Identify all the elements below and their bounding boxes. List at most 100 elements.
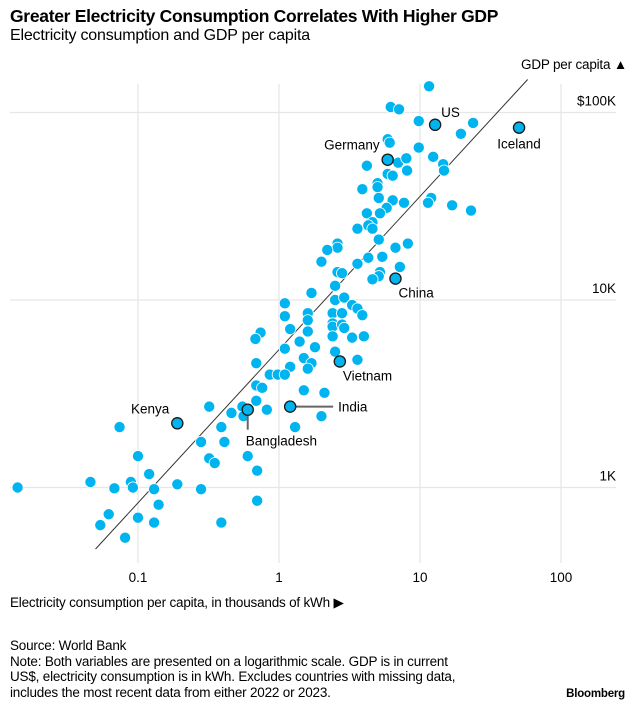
data-point: [131, 511, 144, 524]
data-point: [422, 196, 435, 209]
highlight-us: US: [428, 105, 460, 132]
highlighted-point: [283, 400, 297, 413]
data-point: [371, 181, 384, 194]
data-point: [346, 331, 359, 344]
data-point: [360, 207, 373, 220]
data-point: [260, 403, 273, 416]
data-point: [446, 199, 459, 212]
data-point: [301, 314, 314, 327]
data-point: [250, 357, 263, 370]
data-point: [195, 435, 208, 448]
highlighted-point: [389, 272, 402, 285]
data-point: [305, 286, 318, 299]
data-point: [249, 332, 262, 345]
data-point: [126, 481, 139, 494]
data-point: [301, 362, 314, 375]
data-point: [372, 233, 385, 246]
data-point: [94, 519, 107, 532]
highlight-india: India: [283, 400, 368, 415]
data-point: [301, 325, 314, 338]
data-point: [351, 353, 364, 366]
x-tick-label: 1: [275, 570, 283, 585]
country-label: Germany: [324, 138, 380, 153]
data-point: [278, 310, 291, 323]
highlighted-point: [381, 153, 394, 166]
data-point: [338, 321, 351, 334]
data-point: [331, 241, 344, 254]
data-point: [131, 450, 144, 463]
data-point: [171, 478, 184, 491]
chart-title: Greater Electricity Consumption Correlat…: [10, 6, 499, 26]
data-point: [351, 257, 364, 270]
data-point: [315, 410, 328, 423]
data-point: [84, 475, 97, 488]
data-point: [383, 136, 396, 149]
note-line: includes the most recent data from eithe…: [10, 684, 331, 700]
data-point: [321, 243, 334, 256]
highlighted-point: [512, 121, 526, 134]
footer-notes: Source: World Bank Note: Both variables …: [10, 638, 455, 700]
data-point: [400, 152, 413, 165]
data-point: [357, 330, 370, 343]
data-point: [351, 222, 364, 235]
gridlines: [10, 84, 616, 563]
data-point: [386, 169, 399, 182]
source-note: Source: World Bank: [10, 638, 127, 653]
data-point: [336, 267, 349, 280]
axis-ticks: 0.1 1 10 100 1K 10K $100K: [129, 94, 616, 586]
country-label: Iceland: [497, 137, 541, 152]
data-point: [465, 204, 478, 217]
highlight-kenya: Kenya: [131, 401, 184, 430]
data-point: [401, 237, 414, 250]
data-point: [393, 103, 406, 116]
data-point: [427, 150, 440, 163]
data-point: [102, 508, 115, 521]
data-point: [278, 297, 291, 310]
data-point: [293, 335, 306, 348]
country-label: Bangladesh: [246, 434, 317, 449]
note-line: Note: Both variables are presented on a …: [10, 653, 448, 669]
data-point: [241, 450, 254, 463]
y-tick-label: 10K: [592, 281, 616, 296]
country-label: India: [338, 400, 368, 415]
data-point: [308, 341, 321, 354]
data-point: [250, 394, 263, 407]
y-tick-label: 1K: [599, 469, 616, 484]
data-point: [143, 468, 156, 481]
highlighted-points-group: US Iceland Germany China Vietnam India Banglad…: [131, 105, 541, 449]
highlighted-point: [428, 118, 442, 132]
data-point: [401, 164, 414, 177]
data-point: [389, 241, 402, 254]
data-point: [108, 482, 121, 495]
data-point: [412, 141, 425, 154]
data-point: [148, 483, 161, 496]
data-point: [195, 483, 208, 496]
highlight-bangladesh: Bangladesh: [241, 403, 317, 449]
data-point: [397, 196, 410, 209]
chart-subtitle: Electricity consumption and GDP per capi…: [10, 27, 310, 44]
data-point: [329, 345, 342, 358]
country-label: Kenya: [131, 401, 170, 416]
data-point: [366, 273, 379, 286]
data-point: [11, 481, 24, 494]
data-point: [318, 386, 331, 399]
data-point: [256, 381, 269, 394]
data-point: [215, 421, 228, 434]
data-point: [315, 255, 328, 268]
country-label: US: [441, 105, 460, 120]
data-point: [289, 421, 302, 434]
y-axis-title: GDP per capita ▲: [521, 57, 627, 72]
data-point: [336, 307, 349, 320]
data-point: [356, 309, 369, 322]
data-point: [393, 260, 406, 273]
data-point: [251, 464, 264, 477]
data-point: [438, 164, 451, 177]
data-point: [454, 127, 467, 140]
data-point: [148, 516, 161, 529]
data-point: [215, 516, 228, 529]
x-tick-label: 10: [412, 570, 427, 585]
data-point: [218, 435, 231, 448]
scatter-plot: 0.1 1 10 100 1K 10K $100K US Iceland Germany Chin…: [10, 79, 616, 586]
highlight-germany: Germany: [324, 138, 394, 166]
data-point: [225, 406, 238, 419]
